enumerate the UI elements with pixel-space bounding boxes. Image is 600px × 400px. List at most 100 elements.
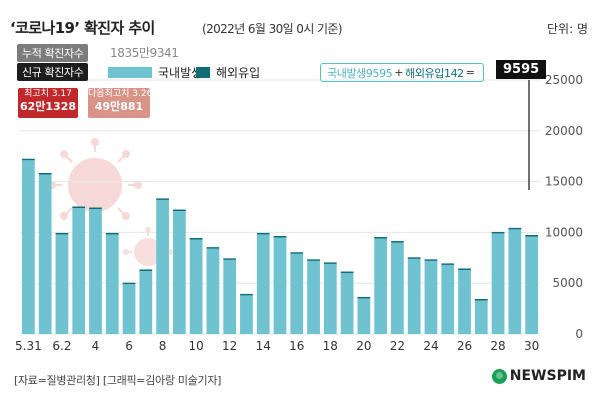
cumulative-label: 누적 확진자수 bbox=[17, 44, 89, 62]
bar-domestic-6.29 bbox=[508, 229, 522, 334]
bar-domestic-6.13 bbox=[240, 295, 253, 334]
bar-domestic-6.14 bbox=[256, 234, 270, 334]
x-tick-label: 20 bbox=[356, 339, 371, 353]
legend-domestic-label: 국내발생 bbox=[158, 66, 203, 80]
x-tick-label: 16 bbox=[289, 339, 304, 353]
x-tick-label: 28 bbox=[490, 339, 505, 353]
latest-breakdown-note: 국내발생9595 + 해외유입142 = bbox=[320, 63, 484, 82]
bar-domestic-6.21 bbox=[374, 238, 388, 334]
unit-label: 단위: 명 bbox=[547, 22, 588, 36]
bar-imported-6.25 bbox=[441, 263, 455, 265]
bar-domestic-6.1 bbox=[38, 174, 52, 334]
bar-domestic-6.30 bbox=[525, 236, 538, 334]
bar-domestic-6.23 bbox=[407, 258, 421, 334]
bar-domestic-6.11 bbox=[206, 248, 220, 334]
bar-domestic-6.7 bbox=[139, 271, 153, 334]
bar-domestic-6.15 bbox=[273, 237, 287, 334]
y-tick-label: 20000 bbox=[545, 124, 583, 138]
x-tick-label: 6.2 bbox=[52, 339, 71, 353]
new-cases-label: 신규 확진자수 bbox=[17, 63, 89, 81]
max-callout-value: 62만1328 bbox=[19, 100, 77, 113]
bar-domestic-6.5 bbox=[105, 234, 119, 334]
bar-domestic-6.8 bbox=[156, 199, 169, 334]
source-credit: [자료=질병관리청] [그래픽=김아랑 미술기자] bbox=[14, 374, 222, 387]
bar-domestic-6.22 bbox=[391, 242, 404, 334]
bar-domestic-6.9 bbox=[172, 211, 186, 334]
note-domestic: 국내발생9595 bbox=[327, 66, 393, 80]
legend-imported-swatch bbox=[196, 67, 210, 78]
bar-imported-6.21 bbox=[374, 236, 388, 239]
y-tick-label: 10000 bbox=[545, 225, 583, 239]
x-tick-label: 5.31 bbox=[15, 339, 42, 353]
bar-imported-6.30 bbox=[525, 235, 538, 237]
x-tick-label: 14 bbox=[256, 339, 271, 353]
note-imported: 해외유입142 bbox=[405, 66, 464, 80]
bars-group bbox=[22, 158, 538, 334]
bar-domestic-6.25 bbox=[441, 264, 455, 334]
chart-title: ‘코로나19’ 확진자 추이 bbox=[10, 19, 155, 37]
x-tick-label: 12 bbox=[222, 339, 237, 353]
legend-imported-label: 해외유입 bbox=[216, 66, 261, 80]
x-tick-label: 4 bbox=[92, 339, 100, 353]
bar-imported-6.4 bbox=[89, 207, 102, 210]
note-equals: = bbox=[465, 66, 475, 79]
bar-domestic-6.19 bbox=[340, 273, 354, 334]
bar-imported-6.24 bbox=[424, 259, 438, 261]
y-tick-label: 15000 bbox=[545, 175, 583, 189]
max-callout: 최고치 3.17 62만1328 bbox=[18, 88, 78, 118]
bar-imported-6.9 bbox=[172, 209, 186, 212]
bar-domestic-6.6 bbox=[122, 284, 136, 334]
newspim-logo-text: NEWSPIM bbox=[509, 368, 586, 384]
bar-imported-6.14 bbox=[256, 232, 270, 235]
bar-imported-6.6 bbox=[122, 282, 136, 285]
x-tick-label: 8 bbox=[159, 339, 167, 353]
legend-imported: 해외유입 bbox=[196, 64, 260, 81]
legend-domestic-swatch bbox=[108, 67, 152, 78]
note-plus: + bbox=[394, 66, 404, 79]
bar-imported-6.19 bbox=[340, 271, 354, 274]
next-max-callout-label: 다음최고치 3.26 bbox=[88, 89, 153, 99]
cumulative-value: 1835만9341 bbox=[110, 46, 179, 60]
bar-imported-6.16 bbox=[290, 252, 304, 254]
bar-domestic-6.12 bbox=[223, 259, 237, 334]
bar-imported-6.1 bbox=[38, 172, 52, 175]
x-tick-label: 10 bbox=[188, 339, 203, 353]
bar-imported-6.27 bbox=[474, 298, 488, 301]
bar-imported-6.26 bbox=[458, 268, 471, 270]
bar-domestic-6.20 bbox=[357, 298, 371, 334]
x-tick-label: 22 bbox=[390, 339, 405, 353]
bar-imported-6.8 bbox=[156, 198, 169, 200]
bar-domestic-6.18 bbox=[323, 263, 337, 334]
bar-imported-6.29 bbox=[508, 227, 522, 230]
bar-domestic-6.4 bbox=[89, 209, 102, 334]
bar-imported-6.23 bbox=[407, 257, 421, 259]
y-axis-labels: 0 5000 10000 15000 20000 25000 bbox=[545, 73, 583, 341]
x-tick-label: 26 bbox=[457, 339, 472, 353]
x-tick-label: 30 bbox=[524, 339, 539, 353]
y-tick-label: 5000 bbox=[552, 276, 583, 290]
newspim-logo-icon bbox=[491, 368, 507, 384]
newspim-logo: NEWSPIM bbox=[491, 368, 586, 384]
bar-domestic-6.2 bbox=[55, 234, 69, 334]
bar-imported-5.31 bbox=[22, 158, 35, 161]
x-axis-labels: 5.31 6.2 4 6 8 10 12 14 16 18 20 22 24 26 28 30 bbox=[15, 339, 539, 353]
bar-imported-6.11 bbox=[206, 247, 220, 249]
bar-imported-6.28 bbox=[491, 231, 505, 234]
bar-domestic-6.28 bbox=[491, 233, 505, 334]
bar-domestic-6.27 bbox=[474, 300, 488, 334]
bar-imported-6.13 bbox=[240, 293, 253, 296]
x-tick-label: 6 bbox=[125, 339, 133, 353]
next-max-callout-value: 49만881 bbox=[94, 100, 144, 113]
bar-domestic-6.17 bbox=[307, 260, 320, 334]
bar-domestic-6.16 bbox=[290, 253, 304, 334]
chart-subtitle: (2022년 6월 30일 0시 기준) bbox=[202, 22, 343, 36]
bar-imported-6.15 bbox=[273, 235, 287, 238]
y-tick-label: 0 bbox=[575, 327, 583, 341]
bar-imported-6.5 bbox=[105, 232, 119, 235]
max-callout-label: 최고치 3.17 bbox=[24, 89, 72, 99]
x-tick-label: 18 bbox=[323, 339, 338, 353]
latest-total: 9595 bbox=[496, 60, 547, 79]
bar-imported-6.7 bbox=[139, 269, 153, 272]
bar-imported-6.22 bbox=[391, 241, 404, 243]
